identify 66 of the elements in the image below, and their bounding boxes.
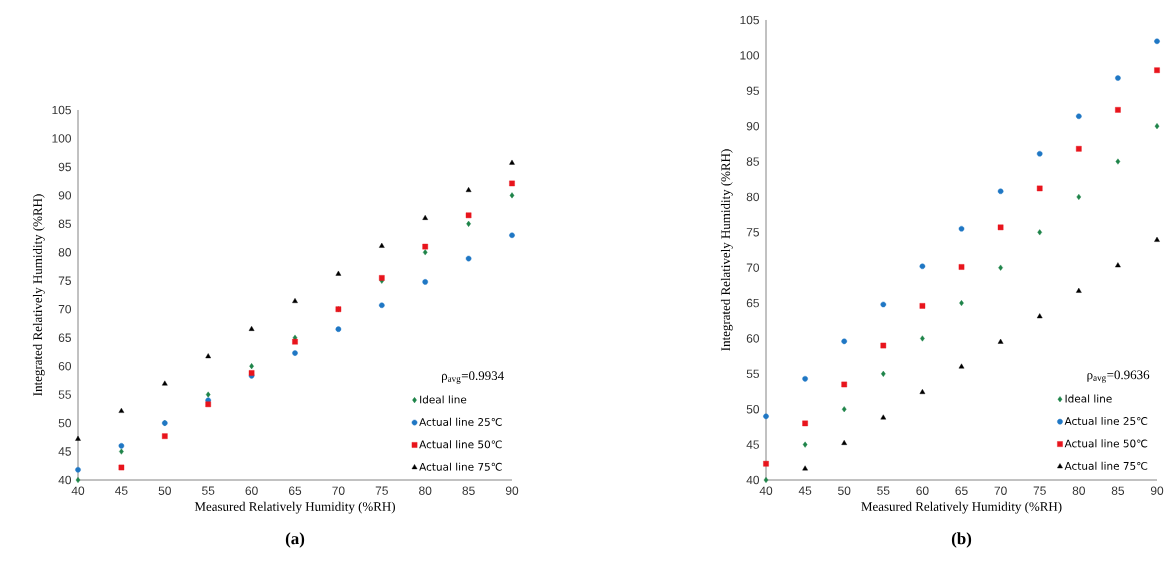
x-tick-label: 90 [505, 486, 519, 495]
x-tick-label: 50 [838, 486, 851, 495]
x-tick-label: 75 [375, 486, 388, 495]
y-tick-label: 105 [740, 15, 759, 25]
annotation: ρ$_{avg}$=0.9636 [1087, 370, 1150, 383]
y-tick-label: 90 [58, 191, 72, 200]
x-tick-label: 55 [877, 486, 890, 495]
y-tick-label: 55 [746, 369, 759, 379]
x-tick-label: 60 [245, 486, 258, 495]
x-tick-label: 75 [1033, 486, 1046, 495]
y-tick-label: 40 [746, 475, 760, 485]
y-tick-label: 85 [58, 219, 71, 229]
text: (a) [285, 532, 305, 548]
x-tick-label: 55 [202, 486, 215, 495]
y-tick-label: 85 [746, 157, 759, 166]
y-tick-label: 45 [58, 447, 71, 456]
x-tick-label: 70 [332, 486, 345, 495]
y-tick-label: 45 [746, 440, 759, 449]
y-tick-label: 100 [740, 51, 760, 60]
y-tick-label: 40 [58, 475, 72, 485]
y-axis-title: Integrated Relatively Humidity (%RH) [720, 149, 733, 351]
x-tick-label: 40 [759, 486, 773, 495]
y-tick-label: 65 [746, 298, 759, 308]
y-tick-label: 50 [58, 418, 72, 428]
x-tick-label: 65 [288, 486, 302, 495]
y-tick-label: 60 [58, 361, 72, 371]
legend-label: Actual line 50℃ [1064, 439, 1148, 448]
y-tick-label: 55 [58, 390, 71, 399]
y-tick-label: 95 [746, 86, 759, 95]
y-tick-label: 75 [58, 276, 71, 285]
legend-label: Ideal line [1065, 394, 1112, 403]
x-tick-label: 90 [1150, 486, 1164, 495]
x-tick-label: 80 [1072, 486, 1085, 495]
y-tick-label: 80 [746, 192, 760, 202]
y-tick-label: 65 [58, 333, 71, 342]
legend-label: Actual line 25℃ [1064, 416, 1148, 426]
y-tick-label: 70 [58, 305, 72, 314]
legend-label: Actual line 75℃ [1064, 461, 1148, 470]
y-tick-label: 60 [746, 334, 760, 343]
x-tick-label: 80 [419, 486, 432, 495]
y-tick-label: 75 [746, 228, 759, 237]
x-tick-label: 85 [1111, 486, 1125, 495]
annotation: ρ$_{avg}$=0.9934 [442, 371, 504, 384]
x-tick-label: 60 [916, 486, 929, 495]
x-tick-label: 45 [798, 486, 812, 495]
x-axis-title: Measured Relatively Humidity (%RH) [861, 501, 1062, 514]
y-tick-label: 80 [58, 248, 72, 257]
y-tick-label: 90 [746, 121, 760, 131]
y-axis-title: Integrated Relatively Humidity (%RH) [32, 194, 45, 396]
legend-label: Actual line 75℃ [419, 462, 502, 471]
y-tick-label: 50 [746, 405, 760, 414]
x-axis-title: Measured Relatively Humidity (%RH) [194, 501, 395, 514]
x-tick-label: 50 [158, 486, 171, 495]
legend-label: Ideal line [420, 395, 467, 404]
y-tick-label: 105 [52, 105, 71, 115]
x-tick-label: 70 [994, 486, 1007, 495]
legend-label: Actual line 25℃ [419, 417, 502, 426]
x-tick-label: 45 [115, 486, 128, 495]
x-tick-label: 85 [462, 486, 475, 495]
text: (b) [951, 532, 972, 548]
y-tick-label: 95 [58, 162, 71, 172]
x-tick-label: 65 [955, 486, 968, 495]
legend-label: Actual line 50℃ [419, 440, 502, 449]
y-tick-label: 70 [746, 263, 760, 272]
x-tick-label: 40 [71, 486, 85, 495]
y-tick-label: 100 [52, 134, 72, 143]
